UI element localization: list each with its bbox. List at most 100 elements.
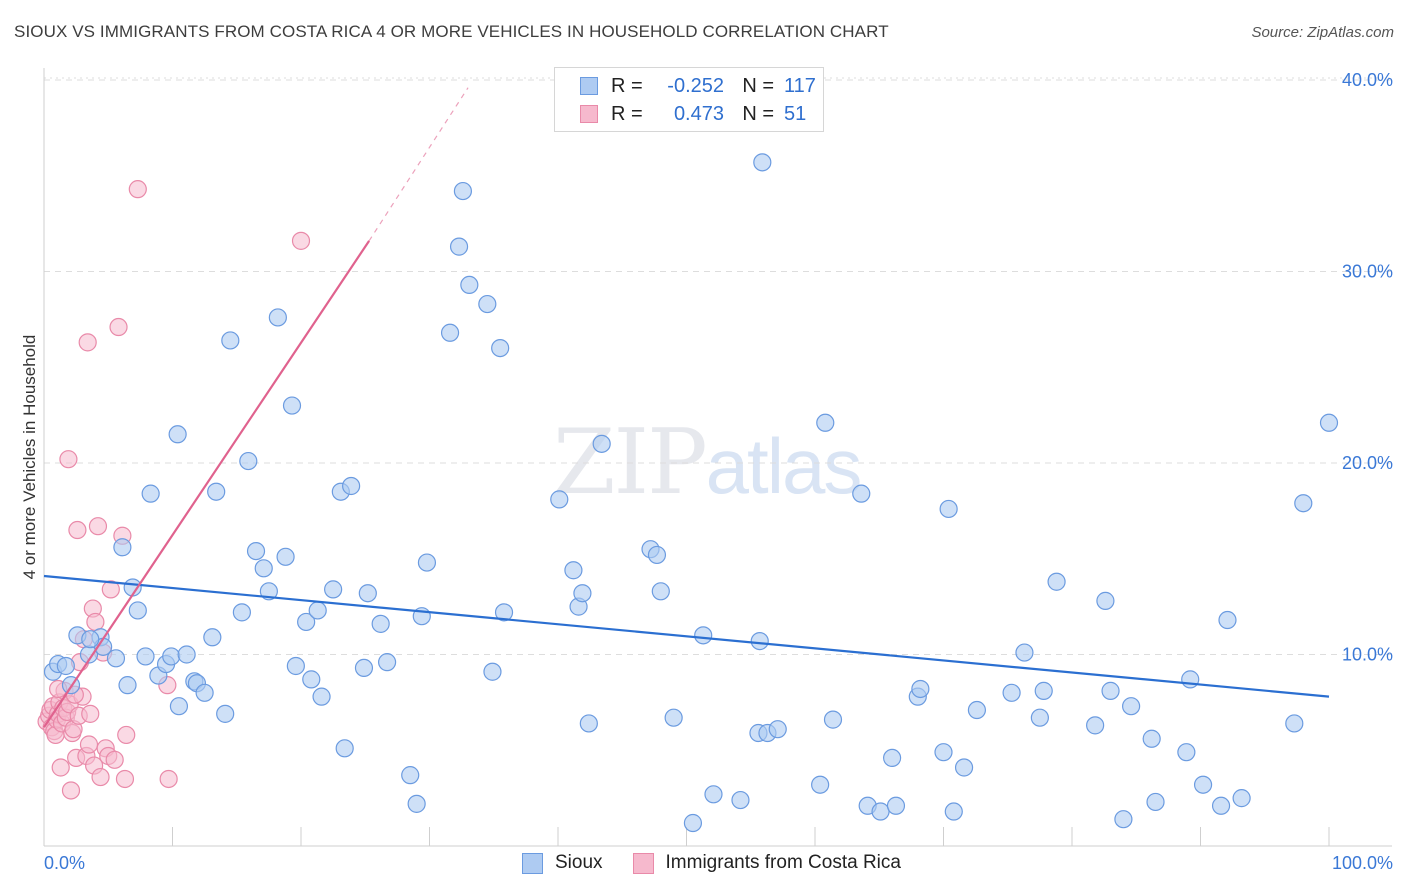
sioux-swatch	[522, 852, 543, 874]
costa-rica-swatch	[632, 852, 654, 874]
legend-r-label: R =	[611, 74, 643, 97]
sioux-point	[113, 538, 132, 557]
sioux-point	[1232, 789, 1251, 808]
legend-n-value: 117	[784, 74, 816, 97]
sioux-point	[358, 584, 377, 603]
sioux-point	[967, 700, 987, 720]
sioux-point	[276, 547, 295, 566]
source-credit: Source: ZipAtlas.com	[1251, 24, 1394, 41]
sioux-point	[335, 739, 354, 758]
legend-row-sioux: R = -0.252 N = 117	[555, 72, 829, 100]
costa-rica-point	[91, 767, 110, 787]
sioux-point	[683, 813, 703, 833]
sioux-point	[1122, 697, 1141, 716]
sioux-point	[371, 614, 390, 633]
legend-r-label: R =	[611, 102, 643, 125]
costa-rica-point	[86, 612, 105, 632]
sioux-point	[302, 670, 321, 689]
y-tick-label: 10.0%	[1342, 645, 1393, 665]
sioux-point	[1101, 681, 1120, 700]
sioux-point	[377, 653, 397, 672]
sioux-point	[664, 708, 683, 727]
sioux-point	[354, 658, 374, 678]
sioux-point	[268, 308, 287, 327]
costa-rica-point	[101, 580, 120, 599]
sioux-point	[203, 628, 222, 647]
sioux-point	[478, 294, 497, 314]
legend-n-label: N =	[742, 74, 774, 97]
sioux-point	[1319, 413, 1339, 432]
sioux-point	[592, 434, 611, 453]
costa-rica-point	[59, 450, 78, 469]
sioux-point	[1211, 796, 1231, 815]
sioux-point	[647, 545, 667, 565]
sioux-point	[731, 790, 750, 810]
sioux-point	[195, 683, 214, 702]
sioux-point	[494, 603, 514, 622]
costa-rica-point	[68, 520, 87, 540]
sioux-point	[753, 153, 772, 172]
costa-rica-swatch	[580, 105, 598, 123]
costa-rica-point	[117, 725, 136, 745]
costa-rica-point	[109, 317, 128, 337]
series-legend: Sioux Immigrants from Costa Rica	[522, 852, 931, 874]
sioux-point	[312, 687, 331, 706]
tick-label-layer: 10.0% 20.0% 30.0% 40.0% 0.0% 100.0%	[44, 70, 1393, 873]
sioux-point	[81, 630, 100, 649]
sioux-point	[324, 580, 343, 599]
series-legend-sioux: Sioux	[522, 852, 603, 874]
sioux-point	[449, 237, 469, 256]
sioux-point	[886, 796, 906, 815]
sioux-point	[308, 601, 327, 620]
sioux-point	[550, 490, 569, 509]
correlation-legend: R = -0.252 N = 117 R = 0.473 N = 51	[554, 67, 824, 132]
sioux-point	[232, 603, 251, 622]
sioux-point	[162, 647, 181, 666]
sioux-point	[239, 451, 258, 471]
sioux-points	[43, 153, 1339, 833]
sioux-point	[136, 647, 155, 666]
sioux-point	[1096, 591, 1115, 610]
sioux-point	[1193, 775, 1213, 794]
sioux-point	[460, 275, 479, 295]
costa-rica-point	[79, 735, 99, 754]
sioux-point	[573, 584, 592, 603]
costa-rica-point	[159, 769, 178, 789]
grid-layer	[44, 77, 1392, 655]
y-tick-label: 40.0%	[1342, 70, 1393, 90]
costa-rica-point	[128, 180, 147, 199]
sioux-point	[704, 785, 723, 804]
sioux-point	[417, 553, 437, 572]
watermark: ZIPatlas	[553, 410, 862, 515]
costa-rica-point	[61, 781, 81, 800]
sioux-point	[1030, 708, 1049, 727]
y-axis-label: 4 or more Vehicles in Household	[20, 334, 39, 580]
sioux-point	[852, 484, 871, 503]
sioux-point	[811, 775, 830, 794]
sioux-point	[453, 181, 473, 201]
costa-rica-point	[291, 231, 311, 250]
sioux-point	[750, 631, 769, 651]
costa-rica-point	[81, 704, 100, 723]
sioux-point	[1047, 572, 1066, 591]
sioux-point	[207, 482, 226, 501]
sioux-swatch	[580, 77, 598, 95]
sioux-point	[1177, 743, 1196, 762]
sioux-trend-line	[43, 574, 1330, 698]
sioux-point	[651, 582, 670, 601]
sioux-point	[1218, 610, 1237, 630]
sioux-point	[342, 476, 361, 496]
sioux-point	[282, 396, 302, 415]
sioux-point	[934, 743, 953, 762]
sioux-point	[911, 679, 930, 699]
costa-rica-point	[78, 333, 97, 352]
sioux-point	[1002, 683, 1021, 702]
costa-rica-point	[105, 750, 124, 769]
legend-n-label: N =	[742, 102, 774, 125]
costa-rica-legend-label: Immigrants from Costa Rica	[665, 852, 901, 873]
legend-n-value: 51	[784, 102, 807, 125]
sioux-point	[286, 656, 305, 676]
sioux-point	[118, 676, 137, 695]
sioux-point	[483, 662, 502, 681]
